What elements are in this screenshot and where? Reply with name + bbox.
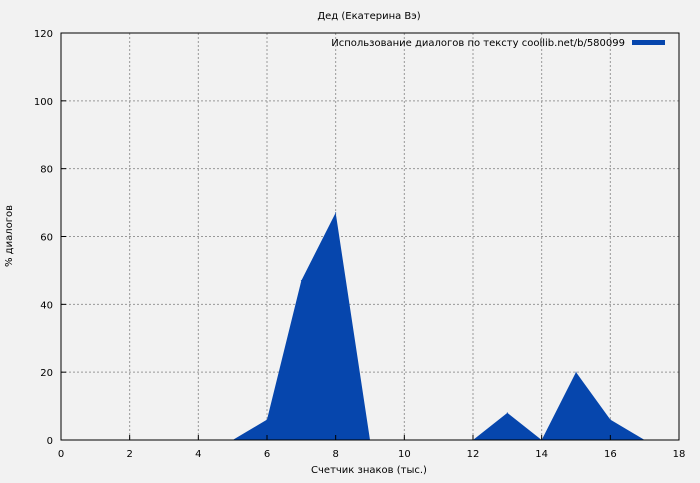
legend-label: Использование диалогов по тексту coollib… [331, 38, 625, 49]
x-tick-label: 10 [398, 449, 411, 460]
x-tick-label: 12 [467, 449, 480, 460]
x-tick-label: 0 [58, 449, 64, 460]
legend-swatch [632, 40, 665, 45]
data-point [575, 371, 577, 373]
y-axis-label: % диалогов [4, 205, 15, 267]
x-tick-label: 14 [535, 449, 548, 460]
grid [61, 33, 679, 440]
y-tick-label: 60 [40, 233, 53, 244]
x-tick-label: 16 [604, 449, 617, 460]
ticks: 0 2 4 6 8 10 12 14 16 18 0 20 40 60 80 100 120 [34, 29, 685, 460]
y-tick-label: 20 [40, 368, 53, 379]
data-point [300, 280, 302, 282]
y-tick-label: 0 [47, 436, 53, 447]
y-tick-label: 40 [40, 300, 53, 311]
chart-title: Дед (Екатерина Вэ) [317, 11, 420, 22]
x-tick-label: 8 [332, 449, 338, 460]
y-tick-label: 100 [34, 97, 53, 108]
data-point [609, 419, 611, 421]
x-tick-label: 6 [264, 449, 270, 460]
x-axis-label: Счетчик знаков (тыс.) [311, 465, 427, 476]
data-point [266, 419, 268, 421]
data-point [335, 212, 337, 214]
data-point [506, 412, 508, 414]
x-tick-label: 2 [126, 449, 132, 460]
x-tick-label: 18 [673, 449, 686, 460]
y-tick-label: 120 [34, 29, 53, 40]
x-tick-label: 4 [195, 449, 201, 460]
legend: Использование диалогов по тексту coollib… [331, 38, 665, 49]
series-area-path [61, 212, 679, 440]
series-area [61, 212, 679, 440]
y-tick-label: 80 [40, 165, 53, 176]
